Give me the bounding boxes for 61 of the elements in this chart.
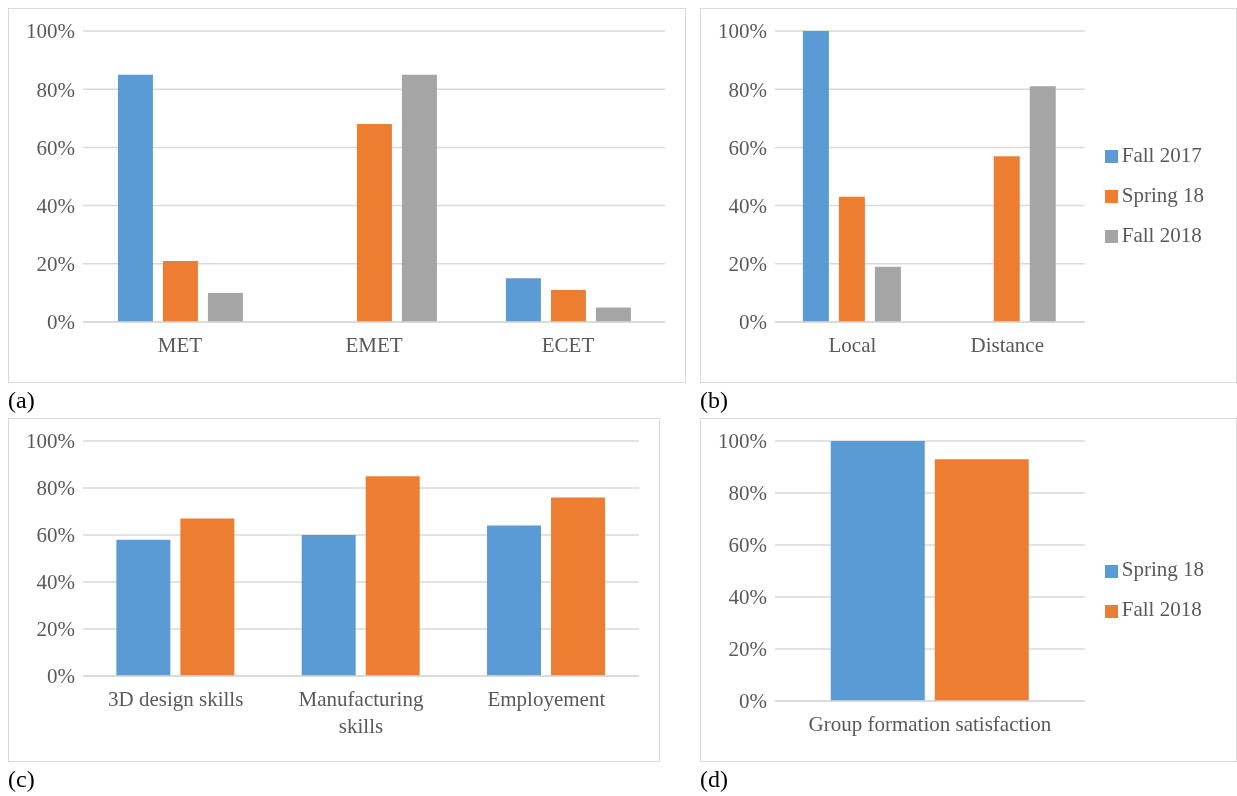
y-tick-label: 100% xyxy=(718,19,767,44)
y-tick-label: 0% xyxy=(739,310,767,335)
bar xyxy=(356,124,392,322)
bar xyxy=(505,278,541,322)
bar xyxy=(802,31,829,322)
bar xyxy=(551,497,606,676)
text: (c) xyxy=(8,766,35,793)
y-tick-label: 80% xyxy=(36,77,75,102)
y-tick-label: 40% xyxy=(728,194,767,219)
bar xyxy=(550,289,586,322)
bar xyxy=(993,156,1020,322)
y-tick-label: 60% xyxy=(728,135,767,160)
y-tick-label: 0% xyxy=(47,310,75,335)
x-tick-label: 3D design skills xyxy=(107,687,244,711)
y-tick-label: 60% xyxy=(36,523,75,548)
legend-label: Spring 18 xyxy=(1121,182,1204,207)
text: (b) xyxy=(700,387,728,414)
text: (a) xyxy=(8,387,35,414)
y-tick-label: 0% xyxy=(47,664,75,689)
y-tick-label: 20% xyxy=(36,617,75,642)
y-tick-label: 100% xyxy=(26,429,75,454)
y-tick-label: 40% xyxy=(728,585,767,610)
x-tick-label: Distance xyxy=(970,333,1045,357)
bar xyxy=(116,539,171,676)
y-tick-label: 80% xyxy=(728,77,767,102)
legend-label: Fall 2017 xyxy=(1121,142,1202,167)
legend-label: Spring 18 xyxy=(1121,557,1204,581)
x-tick-label: Employement xyxy=(487,687,606,711)
bar xyxy=(365,476,420,676)
y-tick-label: 80% xyxy=(36,476,75,501)
x-tick-label: Group formation satisfaction xyxy=(808,712,1052,736)
y-tick-label: 60% xyxy=(36,135,75,160)
y-tick-label: 20% xyxy=(728,637,767,662)
bar xyxy=(595,307,631,322)
x-tick-label: MET xyxy=(157,333,203,357)
bar xyxy=(487,525,542,676)
bar xyxy=(162,260,198,322)
legend-label: Fall 2018 xyxy=(1121,597,1202,621)
bar xyxy=(180,518,235,676)
bar xyxy=(117,74,153,322)
y-tick-label: 100% xyxy=(718,429,767,454)
x-tick-label: ECET xyxy=(541,333,595,357)
y-tick-label: 20% xyxy=(36,252,75,277)
bar xyxy=(301,535,356,676)
text: (d) xyxy=(700,766,728,793)
bar xyxy=(838,196,865,322)
bar xyxy=(874,266,901,322)
y-tick-label: 100% xyxy=(26,19,75,44)
x-tick-label: Local xyxy=(828,333,877,357)
y-tick-label: 40% xyxy=(36,194,75,219)
bar xyxy=(1029,86,1056,322)
y-tick-label: 20% xyxy=(728,252,767,277)
y-tick-label: 40% xyxy=(36,570,75,595)
y-tick-label: 60% xyxy=(728,533,767,558)
legend-label: Fall 2018 xyxy=(1121,222,1202,247)
bar xyxy=(207,292,243,322)
bar xyxy=(401,74,437,322)
y-tick-label: 80% xyxy=(728,481,767,506)
x-tick-label: EMET xyxy=(345,333,403,357)
y-tick-label: 0% xyxy=(739,689,767,714)
x-tick-label: Manufacturing skills xyxy=(298,687,424,738)
